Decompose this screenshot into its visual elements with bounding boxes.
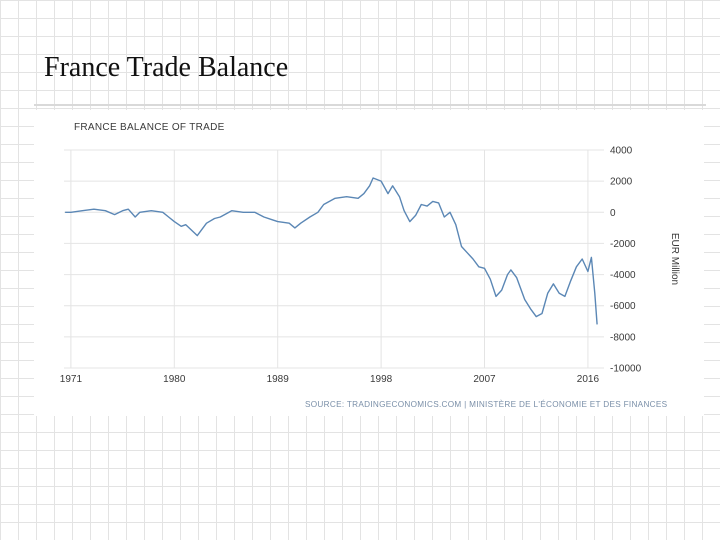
x-tick-label: 2016 bbox=[577, 374, 600, 385]
slide-title: France Trade Balance bbox=[44, 52, 289, 83]
y-axis-label: EUR Million bbox=[669, 233, 680, 285]
y-tick-label: 4000 bbox=[610, 146, 633, 157]
chart-title: FRANCE BALANCE OF TRADE bbox=[74, 122, 225, 133]
y-tick-label: -10000 bbox=[610, 364, 642, 375]
grid-layer bbox=[64, 149, 604, 369]
y-tick-label: 2000 bbox=[610, 177, 633, 188]
x-tick-label: 1980 bbox=[163, 374, 186, 385]
x-tick-labels: 1971 1980 1989 1998 2007 2016 bbox=[60, 374, 600, 385]
title-divider bbox=[34, 104, 706, 106]
balance-of-trade-chart: FRANCE BALANCE OF TRADE 4000 2000 0 -2000 -4… bbox=[60, 122, 680, 409]
x-tick-label: 1998 bbox=[370, 374, 393, 385]
chart-panel: FRANCE BALANCE OF TRADE 4000 2000 0 -2000 -4… bbox=[34, 110, 704, 416]
x-tick-label: 1971 bbox=[60, 374, 83, 385]
y-tick-label: -6000 bbox=[610, 301, 636, 312]
x-tick-label: 2007 bbox=[473, 374, 496, 385]
series-line bbox=[65, 177, 598, 325]
y-tick-label: -8000 bbox=[610, 332, 636, 343]
y-tick-label: -2000 bbox=[610, 239, 636, 250]
x-tick-label: 1989 bbox=[267, 374, 290, 385]
series-layer bbox=[65, 177, 598, 325]
y-tick-label: 0 bbox=[610, 208, 616, 219]
source-note: SOURCE: TRADINGECONOMICS.COM | MINISTÈRE… bbox=[305, 399, 668, 409]
y-tick-labels: 4000 2000 0 -2000 -4000 -6000 -8000 -10000 bbox=[610, 146, 642, 375]
y-tick-label: -4000 bbox=[610, 270, 636, 281]
